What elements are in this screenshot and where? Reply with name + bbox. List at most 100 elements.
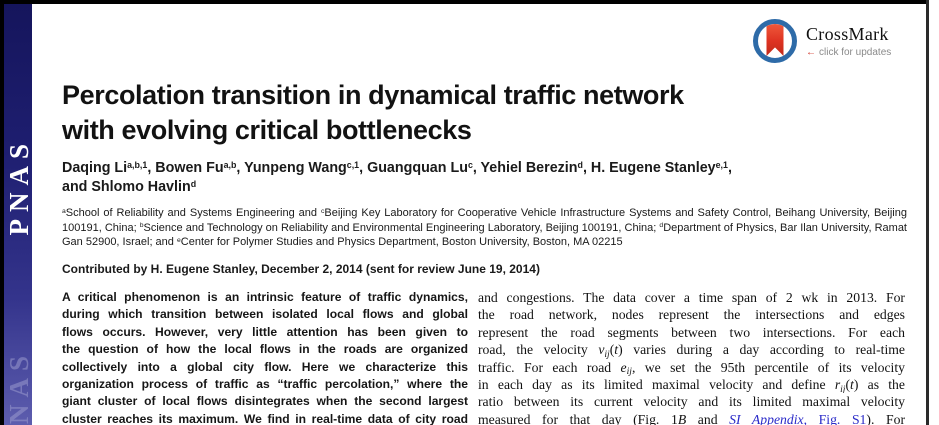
crossmark-updates-link[interactable]: ← click for updates <box>806 47 891 58</box>
journal-logo-vertical-faded: PNAS <box>4 349 34 425</box>
text-segment: the road network, nodes represent the in… <box>478 307 905 323</box>
body-line: represent the road segments between two … <box>478 324 905 341</box>
text-segment: ) as the <box>853 376 905 392</box>
page-frame-top <box>0 0 929 4</box>
text-segment: ( <box>609 342 615 358</box>
text-segment: c,1 <box>346 159 360 170</box>
text-segment: d <box>577 159 583 170</box>
text-segment: Science and Technology on Reliability an… <box>143 221 660 234</box>
text-segment: the question of how the local flows in t… <box>62 342 468 357</box>
text-segment: ). For <box>866 411 905 425</box>
journal-logo-vertical: PNAS <box>4 137 34 236</box>
text-segment: v <box>598 342 605 358</box>
text-segment: Department of Physics, Bar Ilan Universi… <box>62 221 907 249</box>
page-frame-left <box>0 0 4 425</box>
text-segment: ( <box>845 376 851 392</box>
text-segment: during which transition between isolated… <box>62 307 468 322</box>
text-segment: t <box>614 342 619 358</box>
text-segment: B <box>677 411 687 425</box>
body-line: road, the velocity vij(t) varies during … <box>478 341 905 358</box>
text-segment: ) varies during a day according to real-… <box>618 342 905 358</box>
text-segment: and Shlomo Havlin <box>62 179 191 195</box>
page-frame-right <box>926 0 929 425</box>
text-segment: e,1 <box>715 159 728 170</box>
text-segment: e <box>620 359 627 375</box>
text-segment: , Guangquan Lu <box>359 160 468 176</box>
affiliations: aSchool of Reliability and Systems Engin… <box>62 206 907 250</box>
text-segment: cluster reaches its maximum. We find in … <box>62 411 468 425</box>
author-line: Daqing Lia,b,1, Bowen Fua,b, Yunpeng Wan… <box>62 159 912 178</box>
crossmark-badge[interactable]: CrossMark ← click for updates <box>753 13 928 69</box>
text-segment: traffic. For each road <box>478 359 621 375</box>
text-segment: , <box>727 160 732 176</box>
body-line: A critical phenomenon is an intrinsic fe… <box>62 289 468 306</box>
contributed-note: Contributed by H. Eugene Stanley, Decemb… <box>62 262 540 276</box>
text-segment: a <box>62 207 66 215</box>
article-body: A critical phenomenon is an intrinsic fe… <box>62 289 905 425</box>
text-segment: e <box>176 236 181 244</box>
text-segment: , we set the 95th percentile of its velo… <box>631 359 905 375</box>
body-line: traffic. For each road eij, we set the 9… <box>478 359 905 376</box>
text-segment: , Yunpeng Wang <box>236 160 347 176</box>
text-segment: b <box>139 222 144 230</box>
text-segment: , H. Eugene Stanley <box>582 160 716 176</box>
journal-spine: PNAS PNAS <box>4 4 34 425</box>
text-segment: collectively into a global city flow. He… <box>62 359 468 374</box>
body-line: giant cluster of local flows disintegrat… <box>62 393 468 410</box>
body-line: measured for that day (Fig. 1B and SI Ap… <box>478 411 905 425</box>
text-segment: a,b <box>223 159 237 170</box>
text-segment: measured for that day (Fig. 1 <box>478 411 678 425</box>
author-list: Daqing Lia,b,1, Bowen Fua,b, Yunpeng Wan… <box>62 159 912 197</box>
crossmark-title: CrossMark <box>806 24 889 44</box>
text-segment: A critical phenomenon is an intrinsic fe… <box>62 290 468 304</box>
text-segment: in each day as its limited maximal veloc… <box>478 376 835 392</box>
article-title-line1: Percolation transition in dynamical traf… <box>62 80 684 110</box>
crossmark-icon <box>753 19 797 63</box>
text-segment: t <box>850 376 854 392</box>
inline-link[interactable]: , Fig. S1 <box>803 411 867 425</box>
article-title: Percolation transition in dynamical traf… <box>62 78 684 148</box>
crossmark-subtitle: click for updates <box>819 47 892 58</box>
body-line: cluster reaches its maximum. We find in … <box>62 411 468 425</box>
text-segment: ij <box>626 366 632 376</box>
text-segment: road, the velocity <box>478 342 599 358</box>
text-segment: ij <box>840 383 846 394</box>
text-segment: and <box>686 411 730 425</box>
body-line: in each day as its limited maximal veloc… <box>478 376 905 393</box>
text-segment: , Bowen Fu <box>147 160 224 176</box>
body-line: flows occurs. However, very little atten… <box>62 324 468 341</box>
body-text-column: and congestions. The data cover a time s… <box>478 289 905 425</box>
text-segment: School of Reliability and Systems Engine… <box>65 207 321 219</box>
body-line: ratio between its current velocity and i… <box>478 393 905 410</box>
body-line: collectively into a global city flow. He… <box>62 359 468 376</box>
abstract-column: A critical phenomenon is an intrinsic fe… <box>62 289 468 425</box>
text-segment: giant cluster of local flows disintegrat… <box>62 394 468 409</box>
text-segment: ratio between its current velocity and i… <box>478 394 905 410</box>
left-arrow-icon: ← <box>806 47 816 58</box>
text-segment: , Yehiel Berezin <box>472 160 578 176</box>
body-line: the road network, nodes represent the in… <box>478 306 905 323</box>
text-segment: d <box>659 222 664 230</box>
body-line: the question of how the local flows in t… <box>62 341 468 358</box>
body-line: organization process of traffic as “traf… <box>62 376 468 393</box>
text-segment: r <box>834 376 841 392</box>
text-segment: c <box>320 207 325 215</box>
bookmark-ribbon-icon <box>766 24 784 56</box>
text-segment: organization process of traffic as “traf… <box>62 376 468 391</box>
text-segment: ij <box>604 348 610 359</box>
crossmark-text: CrossMark ← click for updates <box>806 24 891 58</box>
text-segment: represent the road segments between two … <box>478 324 905 340</box>
author-line: and Shlomo Havlind <box>62 178 912 197</box>
body-line: and congestions. The data cover a time s… <box>478 289 905 306</box>
text-segment: and congestions. The data cover a time s… <box>478 290 905 305</box>
text-segment: Beijing Key Laboratory for Cooperative V… <box>62 207 907 234</box>
inline-link[interactable]: SI Appendix <box>729 411 804 425</box>
body-line: during which transition between isolated… <box>62 306 468 323</box>
text-segment: a,b,1 <box>127 159 148 170</box>
text-segment: Center for Polymer Studies and Physics D… <box>180 236 623 249</box>
text-segment: d <box>190 178 197 189</box>
text-segment: flows occurs. However, very little atten… <box>62 324 468 339</box>
text-segment: c <box>467 159 473 170</box>
text-segment: Daqing Li <box>62 160 128 176</box>
